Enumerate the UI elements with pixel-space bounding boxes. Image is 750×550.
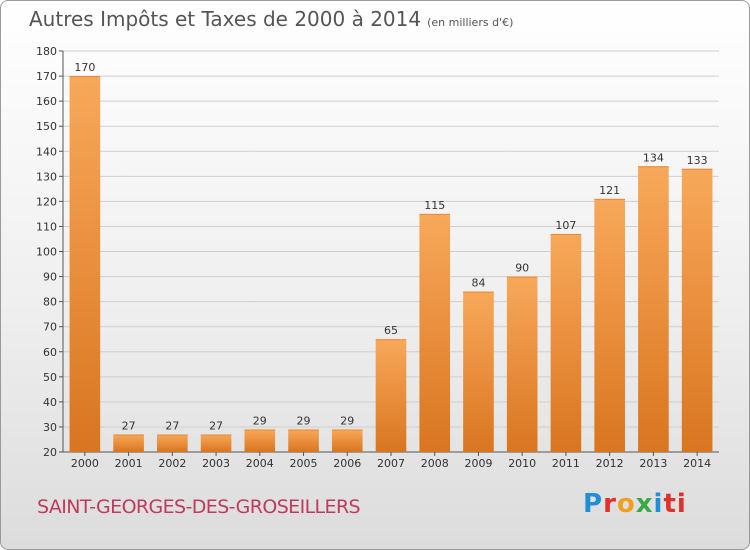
y-tick-label: 120 [36,195,57,208]
bar [69,76,101,452]
proxiti-logo: Proxiti [583,489,687,519]
x-tick-label: 2006 [333,457,361,470]
title-text: Autres Impôts et Taxes de 2000 à 2014 [29,7,422,31]
y-tick-label: 160 [36,95,57,108]
bar-value-label: 27 [165,419,179,432]
bar-value-label: 107 [555,219,576,232]
y-tick-label: 110 [36,220,57,233]
bar-value-label: 29 [340,414,354,427]
x-tick-label: 2002 [158,457,186,470]
y-tick-label: 140 [36,145,57,158]
bar-value-label: 90 [515,262,529,275]
y-tick-label: 150 [36,120,57,133]
y-tick-label: 60 [43,346,57,359]
y-tick-label: 20 [43,446,57,459]
y-tick-label: 100 [36,246,57,259]
bar [157,434,188,452]
bar [506,276,538,452]
bar-value-label: 27 [209,419,223,432]
logo-letter: P [583,489,604,519]
x-tick-label: 2009 [464,457,492,470]
chart-title: Autres Impôts et Taxes de 2000 à 2014 (en… [29,7,513,31]
bar-value-label: 65 [384,324,398,337]
logo-letter: i [653,489,664,519]
bar-value-label: 29 [297,414,311,427]
x-tick-label: 2012 [596,457,624,470]
x-tick-label: 2014 [683,457,711,470]
y-tick-label: 90 [43,271,57,284]
y-tick-label: 50 [43,371,57,384]
bar-value-label: 133 [687,154,708,167]
bar [375,339,407,452]
y-tick-label: 130 [36,170,57,183]
bar-value-label: 121 [599,184,620,197]
x-tick-label: 2011 [552,457,580,470]
bar [113,434,144,452]
bar-value-label: 170 [74,61,95,74]
logo-letter: x [635,489,654,519]
x-tick-label: 2008 [421,457,449,470]
x-tick-label: 2005 [290,457,318,470]
bar-value-label: 115 [424,199,445,212]
y-tick-label: 40 [43,396,57,409]
commune-name: SAINT-GEORGES-DES-GROSEILLERS [37,496,361,518]
bar [550,233,582,452]
x-tick-label: 2004 [246,457,274,470]
bar [288,429,319,452]
bar [244,429,276,452]
bar-value-label: 84 [471,277,485,290]
bar [200,434,232,452]
chart-subtitle: (en milliers d'€) [427,16,514,29]
x-tick-label: 2000 [71,457,99,470]
logo-letter: r [603,489,617,519]
y-tick-label: 70 [43,321,57,334]
bar [463,291,494,452]
x-tick-label: 2013 [639,457,667,470]
y-tick-label: 180 [36,45,57,58]
y-tick-label: 30 [43,421,57,434]
x-tick-label: 2003 [202,457,230,470]
bar [331,429,363,452]
bar [681,168,713,452]
x-tick-label: 2010 [508,457,536,470]
logo-letter: o [616,489,636,519]
bar [638,166,669,452]
y-tick-label: 80 [43,296,57,309]
bar [594,198,625,452]
x-tick-label: 2001 [115,457,143,470]
bar-value-label: 29 [253,414,267,427]
bar-value-label: 27 [122,419,136,432]
logo-letter: ti [663,489,687,519]
x-tick-label: 2007 [377,457,405,470]
y-tick-label: 170 [36,70,57,83]
bar-value-label: 134 [643,151,664,164]
bar [419,213,451,452]
